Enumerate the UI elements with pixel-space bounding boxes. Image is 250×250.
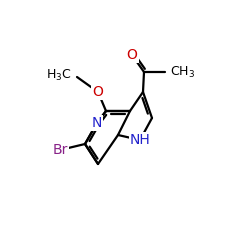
Text: H$_3$C: H$_3$C bbox=[46, 68, 72, 82]
Text: O: O bbox=[92, 85, 104, 99]
Text: NH: NH bbox=[130, 133, 150, 147]
Text: O: O bbox=[126, 48, 138, 62]
Text: CH$_3$: CH$_3$ bbox=[170, 64, 195, 80]
Text: Br: Br bbox=[52, 143, 68, 157]
Text: N: N bbox=[92, 116, 102, 130]
